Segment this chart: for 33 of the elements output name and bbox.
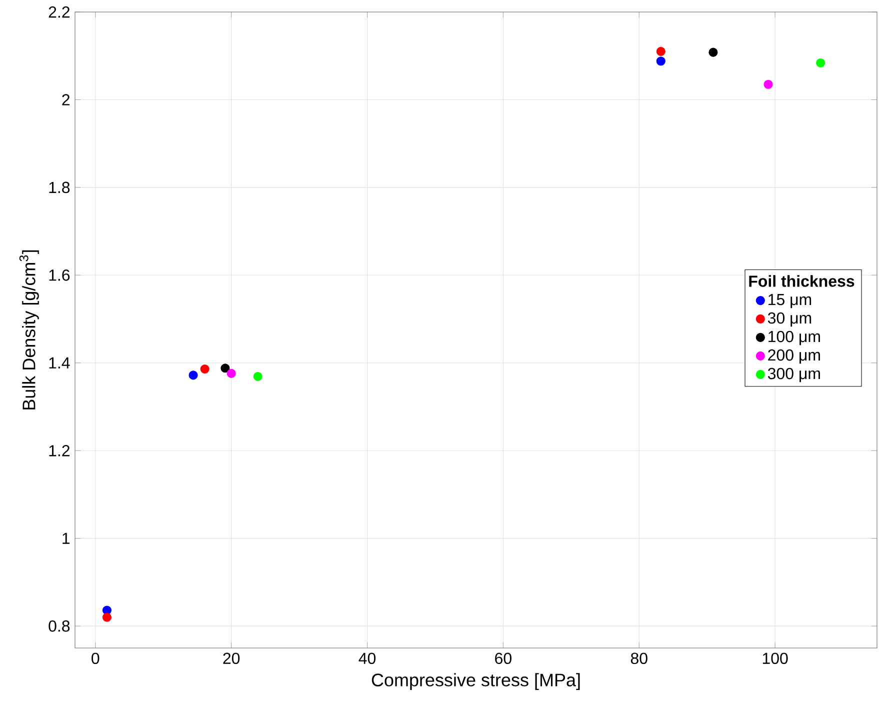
y-tick-label: 1.6 xyxy=(49,270,70,281)
y-tick-label: 1 xyxy=(62,532,70,544)
y-tick-label: 0.8 xyxy=(48,620,70,632)
y-axis-title: Bulk Density [g/cm$^{3}$] xyxy=(19,250,39,410)
point xyxy=(200,364,210,374)
legend-label: 100 μm xyxy=(768,330,820,346)
x-tick-label: 60 xyxy=(495,652,512,664)
x-tick-label: 0 xyxy=(92,652,100,664)
point xyxy=(656,46,666,56)
x-tick-label: 80 xyxy=(630,652,648,664)
x-axis-title: Compressive stress [MPa] xyxy=(372,673,580,690)
legend-title: Foil thickness xyxy=(749,275,854,287)
point xyxy=(220,364,230,373)
x-tick-label: 100 xyxy=(762,652,788,664)
point xyxy=(708,48,718,57)
legend-label: 15 μm xyxy=(768,294,812,308)
point xyxy=(764,80,773,89)
legend-label: 200 μm xyxy=(768,349,820,364)
y-tick-label: 2 xyxy=(62,94,70,106)
point xyxy=(656,56,666,66)
y-tick-label: 1.8 xyxy=(49,182,70,194)
legend-label: 30 μm xyxy=(768,312,812,327)
point xyxy=(253,372,262,382)
y-tick-label: 2.2 xyxy=(48,6,70,18)
y-tick-label: 1.4 xyxy=(49,357,70,368)
point xyxy=(226,368,236,378)
y-tick-label: 1.2 xyxy=(49,445,70,456)
point xyxy=(188,370,198,380)
point xyxy=(816,58,826,68)
x-tick-label: 40 xyxy=(358,652,376,664)
x-tick-label: 20 xyxy=(223,652,240,664)
point xyxy=(102,612,112,622)
legend-label: 300 μm xyxy=(768,368,820,382)
